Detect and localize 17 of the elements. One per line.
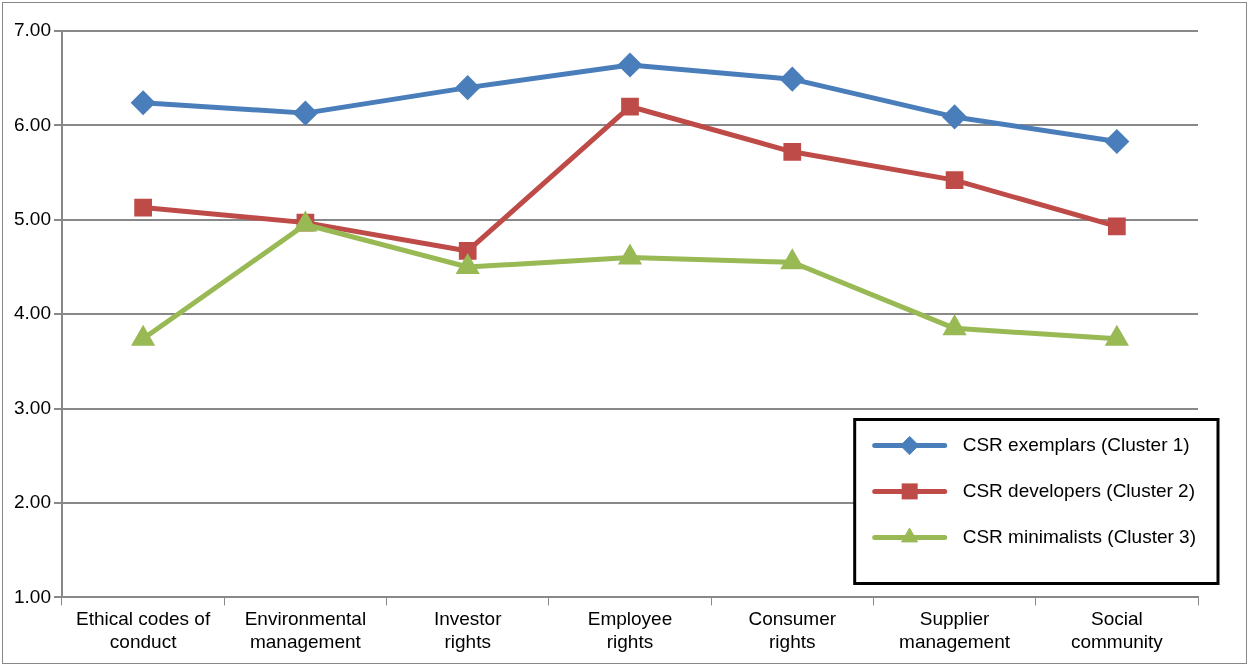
x-tick-label: Ethical codes of conduct [76, 608, 211, 652]
y-tick-label: 6.00 [14, 113, 51, 135]
y-tick-label: 3.00 [14, 396, 51, 418]
x-tick-label: Supplier management [899, 608, 1011, 652]
legend-label: CSR minimalists (Cluster 3) [962, 525, 1197, 547]
y-tick-label: 4.00 [14, 302, 51, 324]
x-tick-label: Investor rights [433, 608, 503, 652]
y-tick-label: 5.00 [14, 208, 51, 230]
y-tick-label: 2.00 [14, 491, 51, 513]
y-tick-label: 7.00 [14, 19, 51, 41]
x-tick-label: Employee rights [587, 608, 673, 652]
legend-label: CSR developers (Cluster 2) [962, 479, 1196, 501]
legend-label: CSR exemplars (Cluster 1) [962, 433, 1190, 455]
x-tick-label: Consumer rights [748, 608, 837, 652]
x-tick-label: Environmental management [244, 608, 367, 652]
y-tick-label: 1.00 [14, 585, 51, 607]
x-tick-label: Social community [1070, 608, 1164, 652]
